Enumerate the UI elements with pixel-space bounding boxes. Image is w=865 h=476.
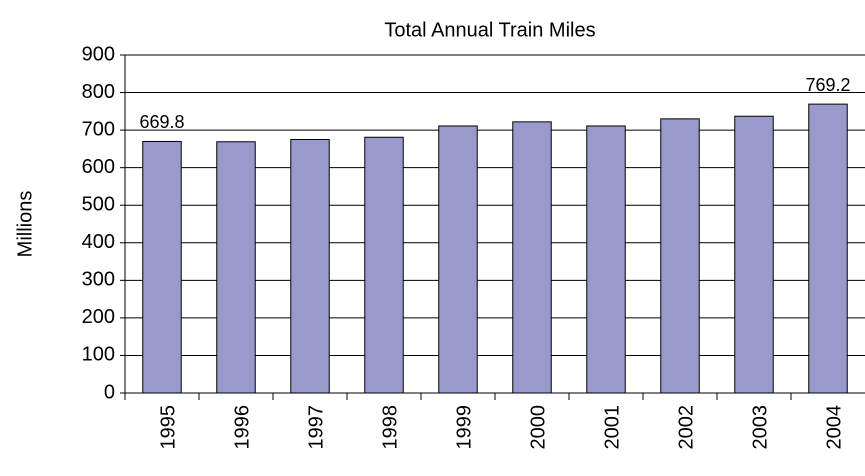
bar: [290, 139, 330, 394]
x-tick-label: 1998: [379, 405, 401, 450]
y-axis-label: Millions: [14, 191, 36, 258]
y-tick-label: 100: [82, 344, 115, 366]
x-tick-label: 1997: [305, 405, 327, 450]
x-tick-label: 1996: [231, 405, 253, 450]
bar: [734, 115, 774, 394]
x-tick-label: 2001: [601, 405, 623, 450]
y-tick-label: 600: [82, 156, 115, 178]
x-tick-label: 1999: [453, 405, 475, 450]
y-tick-label: 300: [82, 269, 115, 291]
bar: [142, 140, 182, 394]
x-tick-label: 2002: [675, 405, 697, 450]
bar: [586, 125, 626, 394]
data-label: 769.2: [805, 75, 850, 95]
x-tick-label: 1995: [157, 405, 179, 450]
bar: [660, 118, 700, 394]
bar: [438, 125, 478, 394]
bar: [364, 136, 404, 394]
y-tick-label: 900: [82, 43, 115, 65]
x-tick-label: 2000: [527, 405, 549, 450]
y-tick-label: 200: [82, 306, 115, 328]
y-tick-label: 0: [104, 381, 115, 403]
bar: [216, 141, 256, 394]
data-label: 669.8: [139, 112, 184, 132]
bar: [512, 121, 552, 394]
y-tick-label: 400: [82, 231, 115, 253]
x-tick-label: 2004: [823, 405, 845, 450]
y-tick-label: 500: [82, 194, 115, 216]
chart-title: Total Annual Train Miles: [384, 19, 595, 41]
bar: [808, 103, 848, 394]
y-tick-label: 700: [82, 118, 115, 140]
y-tick-label: 800: [82, 81, 115, 103]
x-tick-label: 2003: [749, 405, 771, 450]
